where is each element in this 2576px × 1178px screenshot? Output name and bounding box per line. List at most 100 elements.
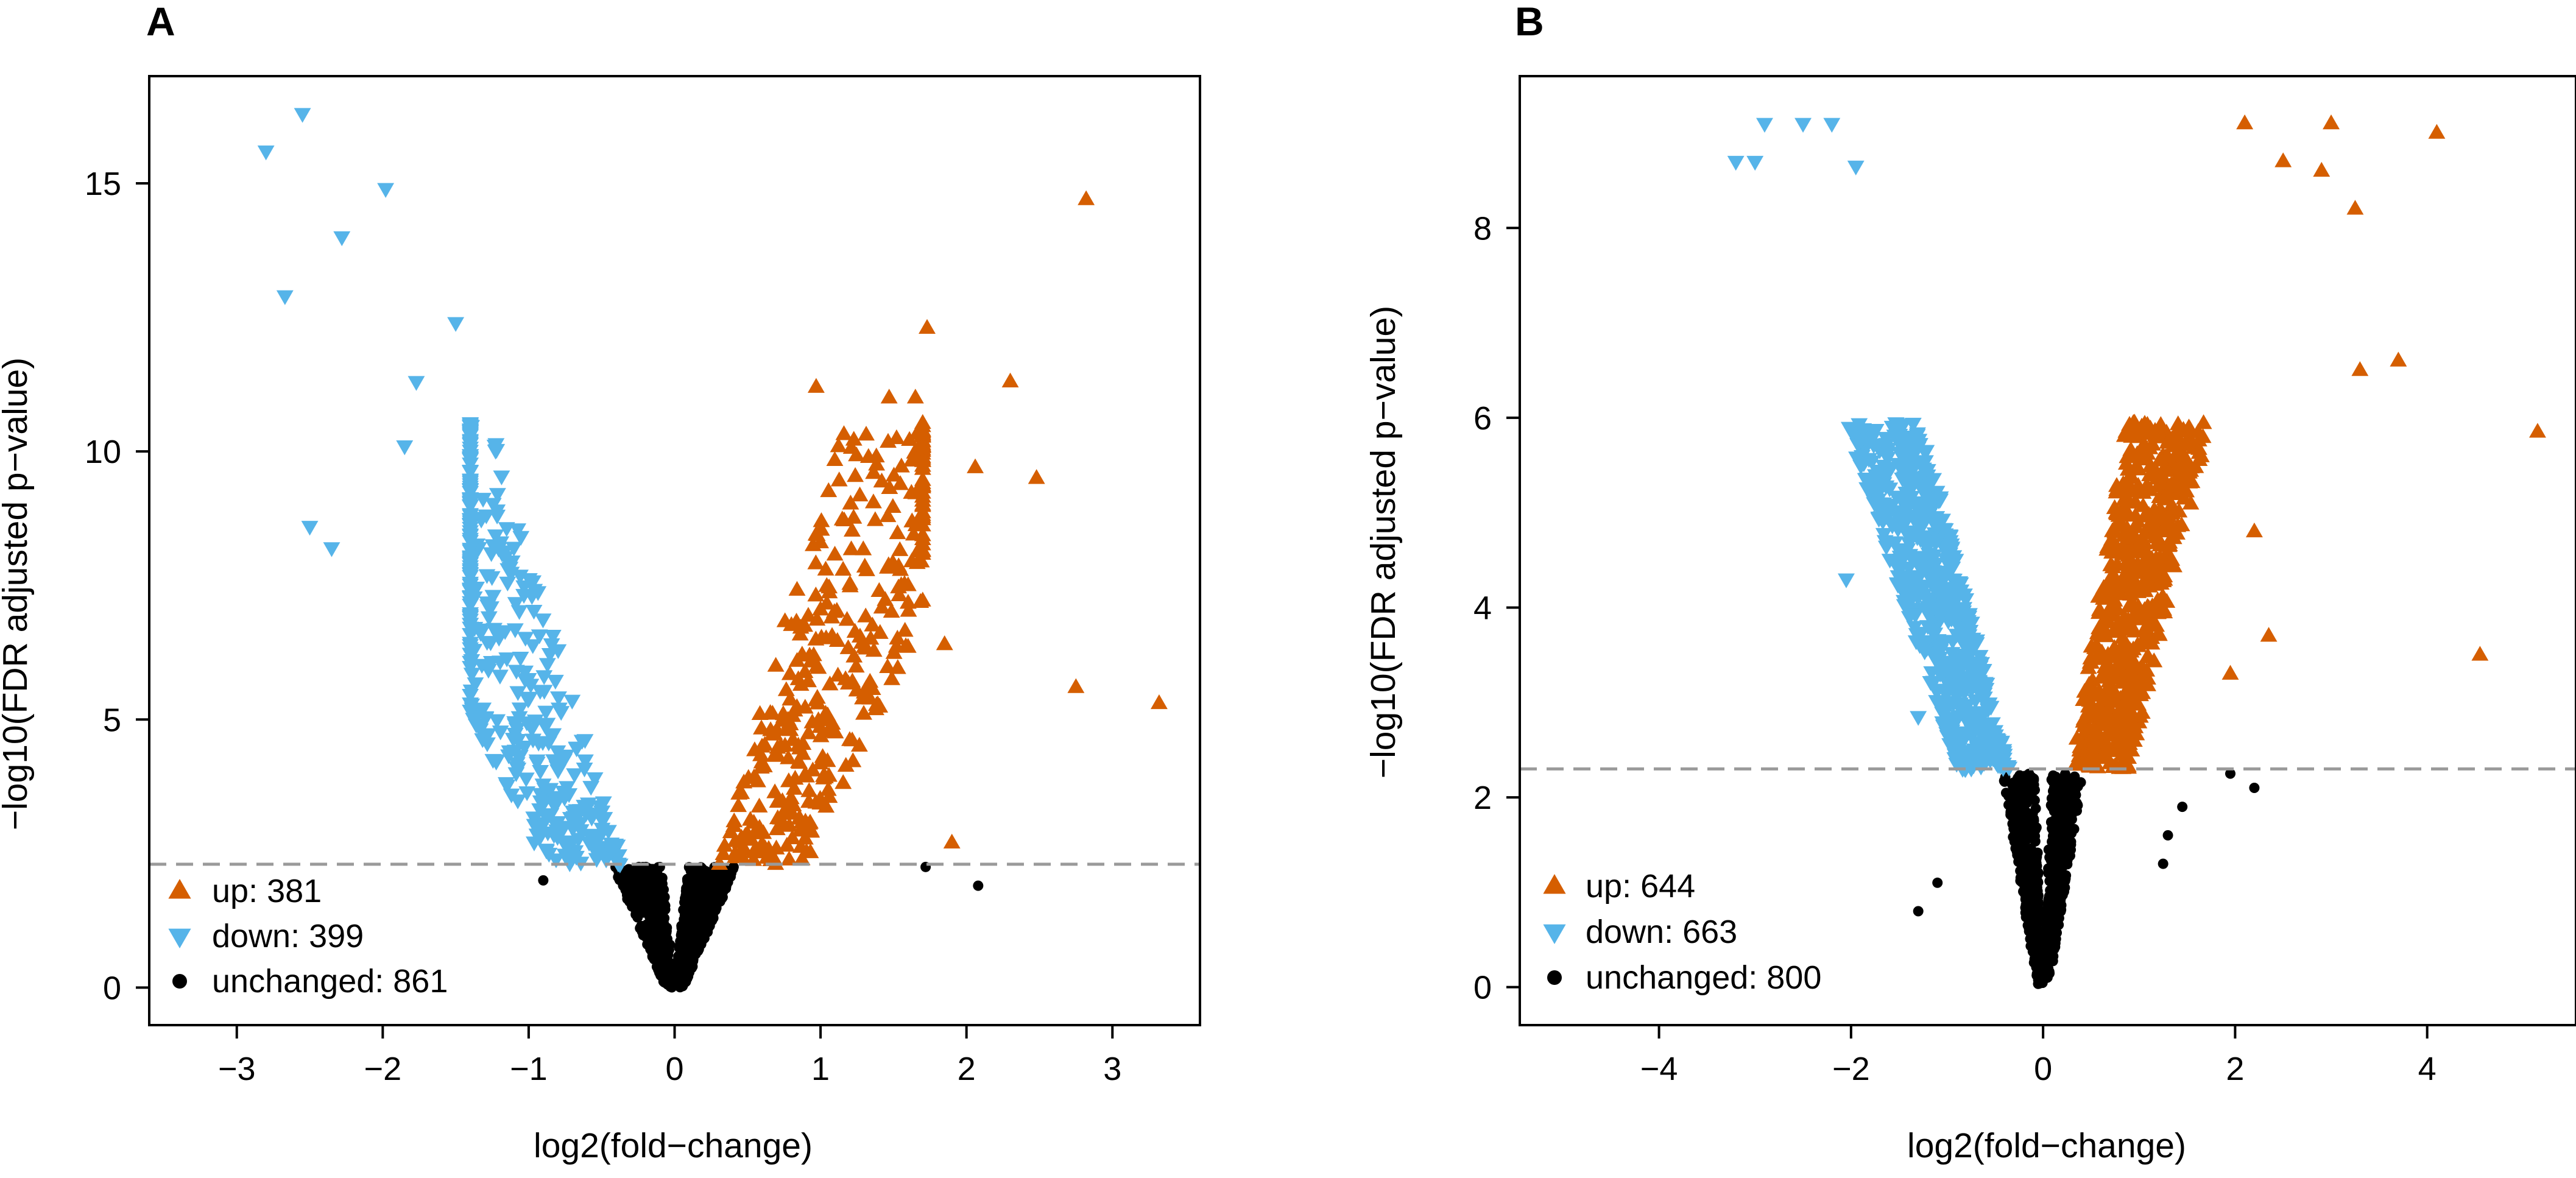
unchanged-point — [2036, 947, 2047, 958]
up-point — [711, 855, 729, 870]
unchanged-point — [648, 944, 659, 955]
unchanged-point — [2059, 882, 2070, 893]
unchanged-point — [973, 880, 984, 891]
down-point — [1871, 497, 1889, 513]
down-point — [555, 785, 573, 801]
unchanged-point — [2005, 807, 2016, 818]
unchanged-point — [2225, 768, 2236, 779]
up-point — [807, 691, 825, 707]
down-point — [462, 689, 479, 704]
unchanged-point — [658, 950, 669, 961]
up-point — [889, 524, 906, 540]
down-point — [507, 767, 525, 782]
unchanged-point — [2013, 772, 2024, 783]
down-point — [1977, 698, 1995, 713]
up-point — [2195, 414, 2212, 429]
up-point — [844, 752, 862, 767]
up-point — [2144, 597, 2161, 613]
up-point — [798, 767, 815, 783]
up-point — [868, 456, 886, 471]
up-point — [866, 511, 884, 526]
up-point — [733, 828, 750, 844]
down-point — [582, 781, 600, 796]
unchanged-point — [2058, 853, 2069, 864]
unchanged-point — [2026, 917, 2037, 928]
unchanged-point — [2071, 805, 2082, 816]
up-point — [800, 607, 817, 622]
down-point — [1968, 661, 1986, 677]
unchanged-point — [2027, 808, 2038, 819]
down-point — [1904, 417, 1922, 433]
down-point — [518, 786, 536, 802]
down-point — [509, 523, 527, 538]
up-point — [2080, 677, 2097, 693]
down-point — [483, 571, 501, 587]
down-point — [1965, 759, 1983, 775]
unchanged-point — [2249, 783, 2260, 793]
down-point — [1918, 604, 1935, 619]
y-tick-label: 0 — [103, 970, 121, 1006]
up-point — [2159, 483, 2177, 498]
down-point — [545, 754, 563, 769]
down-point — [466, 621, 484, 637]
up-point — [762, 721, 780, 736]
up-point — [879, 658, 897, 674]
up-point — [2121, 493, 2139, 509]
down-point — [531, 803, 549, 819]
unchanged-point — [684, 949, 695, 960]
down-point — [1940, 599, 1958, 614]
y-tick-label: 4 — [1473, 590, 1492, 626]
up-point — [2169, 415, 2187, 431]
unchanged-point — [649, 885, 660, 896]
down-point — [508, 722, 526, 738]
up-point — [2125, 640, 2142, 655]
up-point — [914, 417, 931, 432]
up-point — [2130, 477, 2147, 492]
unchanged-point — [652, 905, 663, 915]
up-point — [914, 451, 931, 467]
up-point — [873, 598, 891, 614]
panel-b-legend-up-label: up: 644 — [1586, 868, 1695, 905]
unchanged-point — [2066, 786, 2077, 797]
y-tick-label: 5 — [103, 702, 121, 738]
up-point — [2117, 454, 2135, 470]
unchanged-point — [667, 970, 678, 981]
down-point — [549, 691, 567, 707]
down-point — [1823, 118, 1841, 133]
up-point — [2126, 414, 2144, 429]
up-point — [842, 495, 859, 510]
down-point — [525, 811, 543, 827]
up-point — [848, 446, 866, 462]
panel-b-y-axis: 0 2 4 6 8 — [1473, 210, 1520, 1006]
panel-a-legend-unchanged-symbol — [172, 974, 187, 989]
up-point — [2120, 597, 2138, 612]
up-point — [780, 850, 798, 866]
down-point — [462, 525, 479, 540]
up-point — [788, 698, 806, 713]
down-point — [534, 736, 552, 751]
down-point — [1838, 573, 1855, 588]
up-point — [835, 560, 852, 576]
unchanged-point — [2017, 809, 2028, 820]
down-point — [1947, 752, 1965, 767]
unchanged-point — [2044, 967, 2055, 978]
unchanged-point — [2018, 886, 2029, 897]
up-point — [796, 616, 813, 632]
down-point — [1857, 473, 1874, 488]
unchanged-point — [2020, 779, 2031, 790]
up-point — [749, 772, 766, 788]
up-point — [791, 753, 808, 769]
up-point — [2134, 436, 2152, 451]
up-point — [745, 843, 763, 858]
unchanged-point — [2008, 816, 2019, 827]
unchanged-point — [686, 934, 697, 945]
down-point — [1972, 711, 1989, 727]
down-point — [1929, 639, 1947, 654]
up-point — [919, 319, 936, 334]
panel-b-legend: up: 644 down: 663 unchanged: 800 — [1543, 868, 1821, 996]
up-point — [841, 575, 859, 590]
up-point — [864, 616, 881, 632]
up-point — [2160, 537, 2178, 552]
up-point — [814, 748, 831, 763]
unchanged-point — [2040, 936, 2051, 947]
